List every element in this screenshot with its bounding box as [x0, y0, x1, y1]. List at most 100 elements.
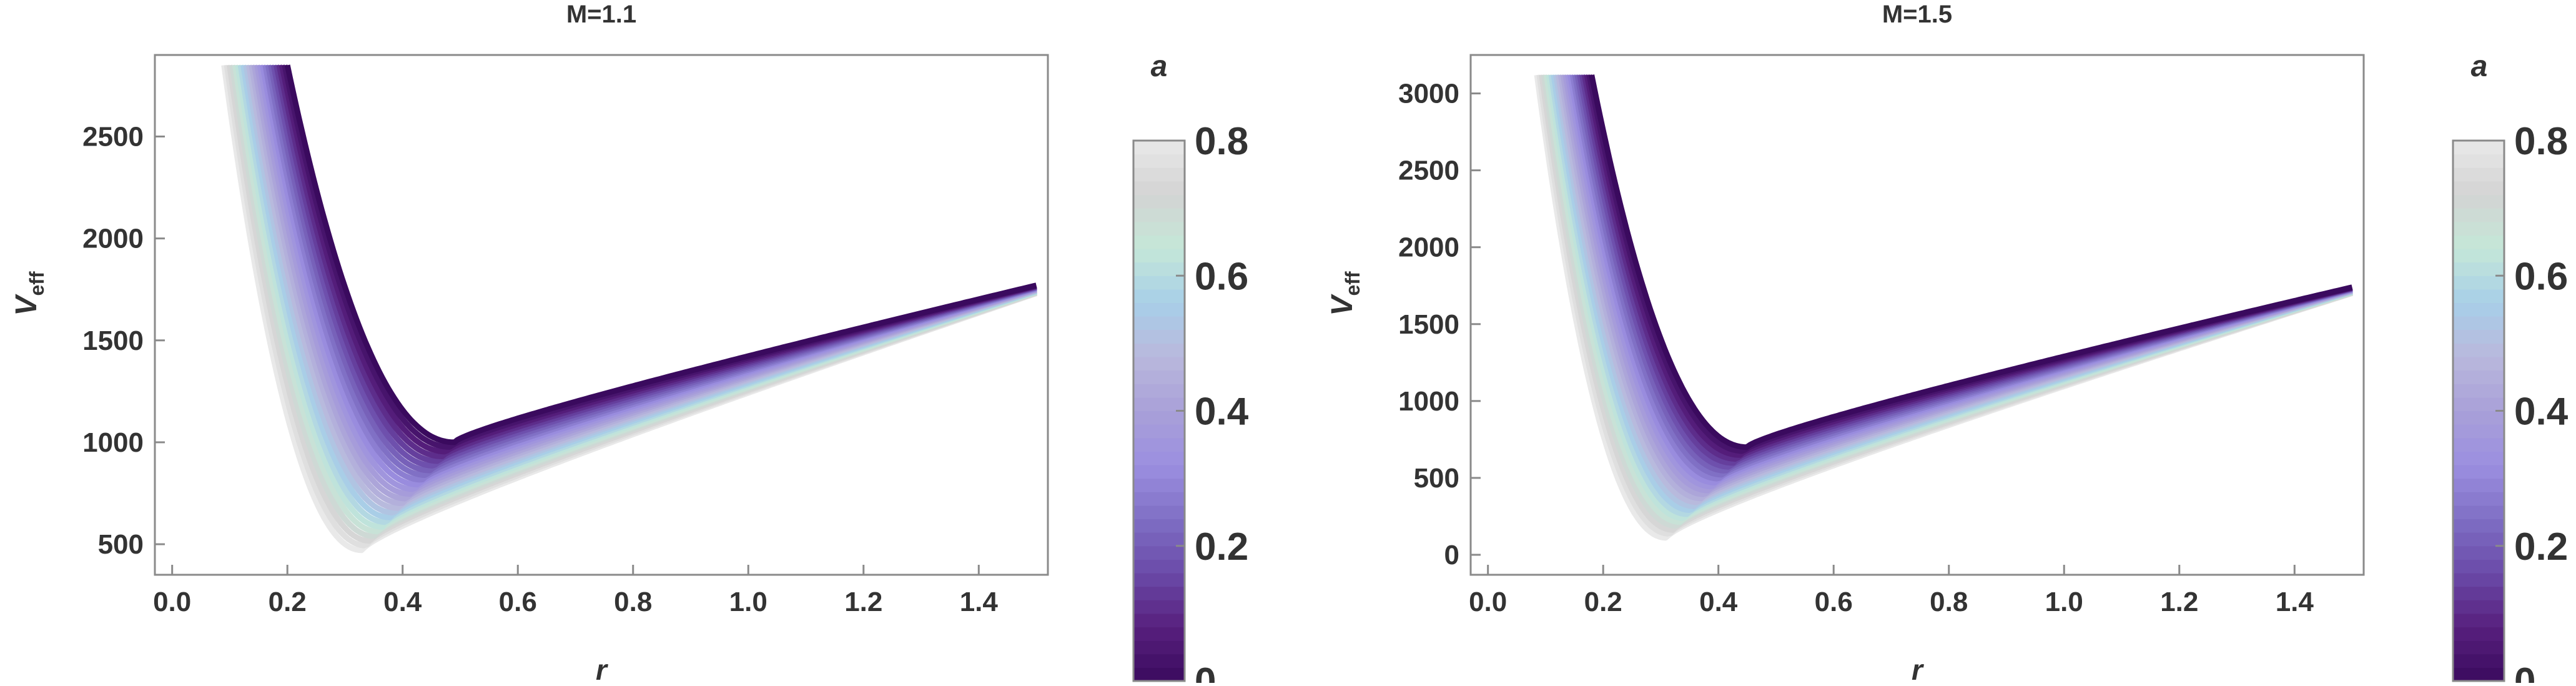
y-tick-label: 1500: [1398, 309, 1459, 340]
plot-frame: [1469, 54, 2365, 576]
colorbar-swatch: [1133, 154, 1185, 168]
x-axis-ticks: 0.0 0.2 0.4 0.6 0.8 1.0 1.2 1.4: [153, 565, 998, 617]
x-tick-label: 0.8: [614, 587, 652, 617]
colorbar-swatch: [1133, 221, 1185, 236]
colorbar-swatch: [2453, 289, 2504, 304]
curve-group: [221, 64, 1037, 554]
colorbar-swatch: [1133, 586, 1185, 600]
y-tick-label: 1000: [1398, 386, 1459, 417]
colorbar-swatch: [2453, 586, 2504, 600]
x-tick-label: 0.0: [153, 587, 191, 617]
curve-group: [1534, 74, 2353, 541]
y-axis-label-sub: eff: [26, 271, 48, 296]
colorbar-swatch: [1133, 465, 1185, 479]
colorbar-swatch: [2453, 194, 2504, 209]
colorbar-swatch: [2453, 532, 2504, 547]
y-tick-label: 2000: [82, 224, 144, 254]
colorbar-swatch: [2453, 262, 2504, 276]
chart-panel-m1-5: M=1.5 0.0 0.2 0.4 0.6 0.8 1.0 1.2 1.4 0 500 1000 1…: [1326, 1, 2569, 686]
y-tick-label: 1500: [82, 326, 144, 356]
colorbar: a 0. 0.2 0.4 0.6 0.8: [2452, 50, 2569, 686]
x-tick-label: 0.6: [1815, 587, 1853, 617]
colorbar-swatch: [1133, 167, 1185, 182]
y-axis-label: Veff: [1326, 271, 1364, 316]
colorbar-swatch: [1133, 654, 1185, 668]
svg-text:Veff: Veff: [10, 271, 48, 316]
y-axis-label: Veff: [10, 271, 48, 316]
colorbar-swatch: [2453, 221, 2504, 236]
colorbar-tick-label: 0.: [1195, 660, 1227, 683]
y-tick-label: 0: [1444, 540, 1459, 570]
x-tick-label: 0.8: [1930, 587, 1968, 617]
colorbar-tick-label: 0.2: [2514, 525, 2568, 569]
colorbar-swatch: [1133, 208, 1185, 222]
colorbar-swatch: [1133, 532, 1185, 547]
series-line: [1589, 74, 2353, 450]
colorbar-swatch: [2453, 478, 2504, 492]
y-tick-label: 3000: [1398, 79, 1459, 109]
y-tick-label: 1000: [82, 427, 144, 458]
y-tick-label: 2500: [1398, 156, 1459, 186]
svg-text:Veff: Veff: [1326, 271, 1364, 316]
colorbar-swatch: [2453, 141, 2504, 155]
colorbar-swatch: [1133, 370, 1185, 384]
chart-panel-m1-1: M=1.1 0.0 0.2 0.4 0.6 0.8 1.0 1.2 1.4 500 1000 15…: [10, 1, 1249, 686]
x-axis-label: r: [596, 654, 608, 683]
colorbar-swatch: [2453, 613, 2504, 628]
colorbar-label: a: [1151, 50, 1168, 83]
colorbar-swatch: [2453, 492, 2504, 506]
x-tick-label: 0.2: [1584, 587, 1622, 617]
colorbar-swatch: [1133, 519, 1185, 533]
colorbar-swatch: [1133, 235, 1185, 249]
colorbar-swatch: [1133, 600, 1185, 614]
x-tick-label: 0.4: [383, 587, 422, 617]
x-tick-label: 1.4: [960, 587, 999, 617]
colorbar-swatch: [2453, 573, 2504, 587]
y-axis-ticks: 500 1000 1500 2000 2500: [82, 122, 165, 560]
colorbar-swatch: [1133, 424, 1185, 439]
x-tick-label: 0.4: [1699, 587, 1738, 617]
y-axis-label-main: V: [1326, 294, 1359, 316]
colorbar-swatch: [2453, 627, 2504, 641]
colorbar-swatch: [2453, 559, 2504, 574]
colorbar-swatch: [2453, 154, 2504, 168]
colorbar-swatch: [2453, 600, 2504, 614]
y-axis-ticks: 0 500 1000 1500 2000 2500 3000: [1398, 79, 1481, 570]
y-axis-label-sub: eff: [1341, 271, 1364, 296]
x-tick-label: 0.0: [1469, 587, 1507, 617]
colorbar-swatch: [1133, 276, 1185, 290]
colorbar-swatch: [2453, 545, 2504, 560]
colorbar-swatch: [2453, 667, 2504, 682]
colorbar-swatch: [1133, 505, 1185, 520]
colorbar-swatch: [1133, 640, 1185, 655]
colorbar-swatch: [1133, 667, 1185, 682]
colorbar-swatch: [2453, 329, 2504, 344]
colorbar-swatch: [1133, 262, 1185, 276]
colorbar-tick-label: 0.8: [2514, 120, 2568, 163]
y-axis-label-main: V: [10, 294, 43, 316]
colorbar-tick-label: 0.4: [2514, 390, 2569, 434]
colorbar-swatch: [1133, 451, 1185, 465]
colorbar-swatch: [1133, 410, 1185, 425]
colorbar-tick-label: 0.6: [1195, 255, 1248, 298]
y-tick-label: 500: [1414, 463, 1459, 494]
plot-frame: [154, 54, 1049, 576]
colorbar-tick-label: 0.: [2514, 660, 2547, 683]
colorbar-swatch: [2453, 249, 2504, 263]
colorbar-swatch: [1133, 573, 1185, 587]
colorbar-tick-label: 0.4: [1195, 390, 1249, 434]
chart-title: M=1.5: [1882, 1, 1952, 28]
colorbar-swatch: [1133, 181, 1185, 196]
colorbar-swatch: [1133, 194, 1185, 209]
colorbar-swatch: [1133, 141, 1185, 155]
x-tick-label: 1.2: [844, 587, 882, 617]
colorbar-swatch: [2453, 208, 2504, 222]
colorbar-swatch: [1133, 302, 1185, 317]
colorbar-tick-label: 0.2: [1195, 525, 1248, 569]
colorbar-swatch: [1133, 492, 1185, 506]
series-line: [284, 64, 1037, 445]
colorbar-swatch: [2453, 370, 2504, 384]
y-tick-label: 500: [98, 529, 144, 560]
